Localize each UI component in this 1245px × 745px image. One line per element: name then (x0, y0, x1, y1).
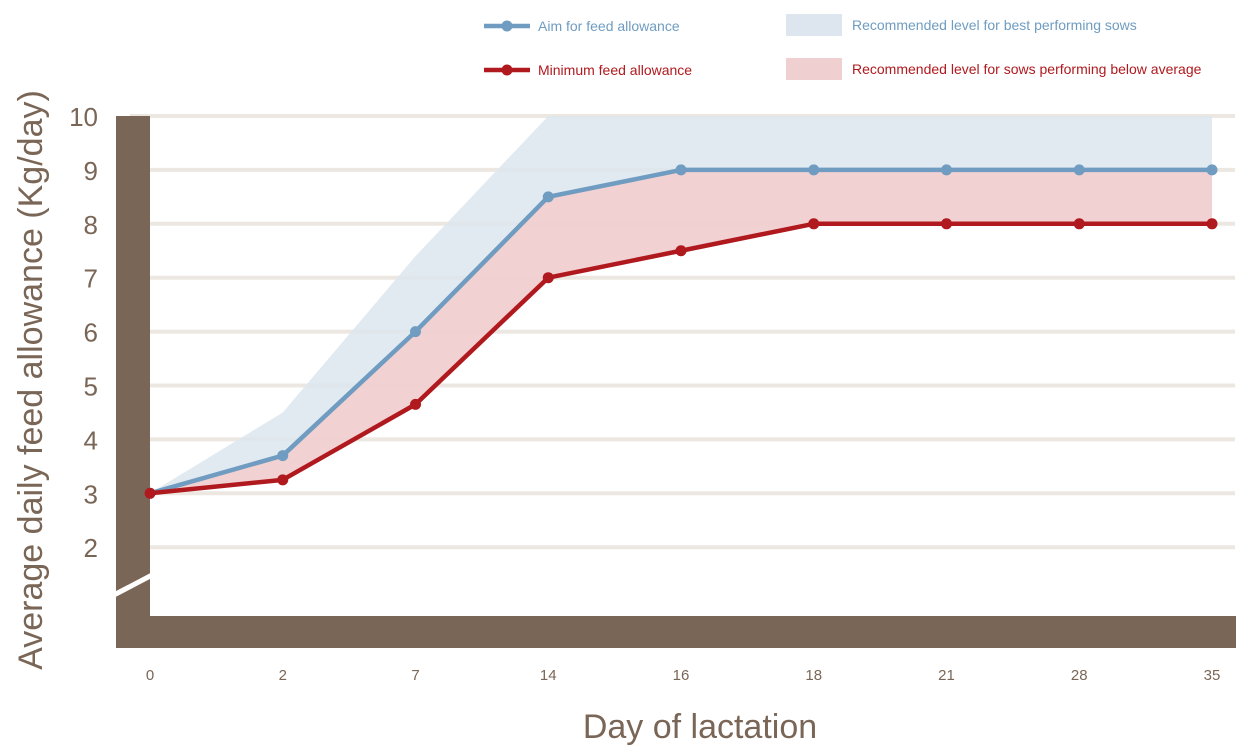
x-tick-label: 14 (540, 667, 557, 684)
axes (110, 116, 1236, 648)
series-2-point (144, 487, 156, 499)
legend-band-swatch (786, 14, 842, 36)
y-tick-label: 6 (84, 318, 98, 348)
series-1-point (542, 191, 554, 203)
y-axis-title: Average daily feed allowance (Kg/day) (12, 90, 50, 670)
series-2-point (542, 272, 554, 284)
x-tick-labels: 0 2 7 14 16 18 21 28 35 (146, 667, 1221, 684)
legend-series-label: Aim for feed allowance (538, 18, 680, 34)
band-areas (150, 116, 1212, 494)
y-tick-label: 8 (84, 210, 98, 240)
x-tick-label: 16 (673, 667, 690, 684)
x-tick-label: 28 (1071, 667, 1088, 684)
series-1-point (410, 326, 421, 338)
y-tick-label: 3 (84, 479, 98, 509)
band-area-1 (150, 116, 1212, 494)
x-tick-label: 0 (146, 667, 154, 684)
series-1-point (941, 164, 952, 176)
y-axis-bar (116, 116, 150, 646)
x-axis-bar (116, 616, 1236, 648)
x-tick-label: 21 (938, 667, 955, 684)
y-tick-label: 9 (84, 156, 98, 186)
series-2-point (410, 398, 421, 410)
x-tick-label: 18 (805, 667, 822, 684)
legend-band-label: Recommended level for sows performing be… (852, 61, 1202, 77)
series-lines (144, 164, 1218, 499)
legend-band-swatch (786, 58, 842, 80)
series-2-point (941, 218, 952, 230)
axis-break-mark (110, 571, 156, 599)
legend-series-label: Minimum feed allowance (538, 62, 692, 78)
series-1-point (675, 164, 687, 176)
y-tick-label: 10 (69, 102, 98, 132)
y-tick-label: 2 (84, 533, 98, 563)
series-1-point (1073, 164, 1085, 176)
legend-band-label: Recommended level for best performing so… (852, 17, 1137, 33)
legend-marker (501, 20, 513, 32)
x-tick-label: 7 (411, 667, 419, 684)
series-1-point (277, 450, 289, 462)
series-2-point (1073, 218, 1085, 230)
series-1-point (1206, 164, 1218, 176)
legend: Aim for feed allowance Minimum feed allow… (484, 14, 1202, 80)
series-2-point (808, 218, 820, 230)
series-2-point (1206, 218, 1218, 230)
series-1-point (808, 164, 820, 176)
x-axis-title: Day of lactation (583, 708, 817, 745)
x-tick-label: 35 (1204, 667, 1221, 684)
series-2-point (277, 474, 289, 486)
y-tick-label: 7 (84, 264, 98, 294)
y-tick-labels: 2 3 4 5 6 7 8 9 10 (69, 102, 98, 563)
legend-marker (501, 64, 513, 76)
x-tick-label: 2 (279, 667, 287, 684)
band-area-2 (150, 169, 1212, 494)
y-tick-label: 5 (84, 372, 98, 402)
y-tick-label: 4 (84, 425, 98, 455)
series-2-point (675, 245, 687, 257)
